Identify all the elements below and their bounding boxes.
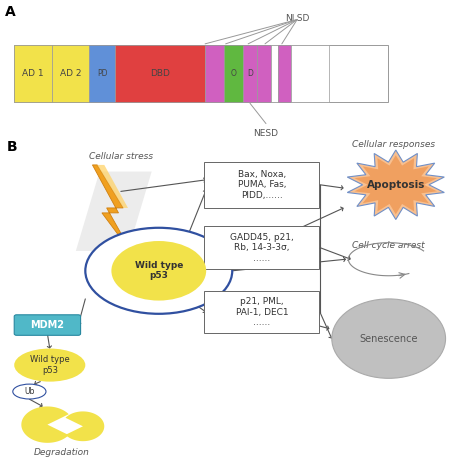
- Text: p21, PML,
PAI-1, DEC1
......: p21, PML, PAI-1, DEC1 ......: [236, 297, 288, 327]
- FancyBboxPatch shape: [204, 226, 319, 269]
- Ellipse shape: [85, 228, 232, 314]
- Text: Apoptosis: Apoptosis: [366, 180, 425, 190]
- Bar: [243, 45, 257, 102]
- Text: NLSD: NLSD: [285, 14, 310, 23]
- Ellipse shape: [111, 241, 206, 301]
- Text: DBD: DBD: [150, 69, 170, 78]
- FancyBboxPatch shape: [14, 315, 81, 336]
- Polygon shape: [21, 406, 69, 443]
- Polygon shape: [76, 171, 152, 251]
- Text: MDM2: MDM2: [30, 320, 64, 330]
- FancyBboxPatch shape: [204, 291, 319, 333]
- Text: NESD: NESD: [254, 130, 278, 138]
- Ellipse shape: [14, 349, 85, 382]
- Text: Bax, Noxa,
PUMA, Fas,
PIDD,......: Bax, Noxa, PUMA, Fas, PIDD,......: [237, 170, 286, 199]
- Polygon shape: [65, 411, 104, 441]
- Bar: [257, 45, 271, 102]
- Bar: [224, 45, 243, 102]
- Polygon shape: [92, 165, 133, 254]
- FancyBboxPatch shape: [204, 162, 319, 207]
- Text: Senescence: Senescence: [359, 334, 418, 343]
- Text: Ub: Ub: [24, 387, 35, 396]
- Text: B: B: [7, 140, 18, 154]
- Text: AD 2: AD 2: [60, 69, 81, 78]
- Circle shape: [332, 299, 446, 378]
- Polygon shape: [355, 155, 437, 214]
- Bar: [89, 45, 115, 102]
- Text: O: O: [230, 69, 236, 78]
- Text: Cell cycle arrest: Cell cycle arrest: [352, 241, 425, 251]
- Text: Cellular responses: Cellular responses: [352, 140, 435, 149]
- Text: Cellular stress: Cellular stress: [89, 152, 153, 161]
- Text: Wild type
p53: Wild type p53: [135, 261, 183, 281]
- Polygon shape: [97, 165, 128, 208]
- Text: AD 1: AD 1: [22, 69, 44, 78]
- Bar: [52, 45, 89, 102]
- Bar: [14, 45, 52, 102]
- Text: GADD45, p21,
Rb, 14-3-3σ,
......: GADD45, p21, Rb, 14-3-3σ, ......: [230, 233, 294, 262]
- Bar: [278, 45, 291, 102]
- Bar: [291, 45, 328, 102]
- Bar: [14, 45, 389, 102]
- Text: Degradation: Degradation: [34, 448, 90, 457]
- Bar: [271, 45, 278, 102]
- Text: D: D: [247, 69, 253, 78]
- Polygon shape: [347, 150, 444, 219]
- Bar: [115, 45, 205, 102]
- Text: A: A: [5, 5, 16, 19]
- Text: PD: PD: [97, 69, 108, 78]
- Ellipse shape: [13, 384, 46, 399]
- Text: Wild type
p53: Wild type p53: [30, 356, 70, 375]
- Bar: [205, 45, 224, 102]
- Polygon shape: [364, 162, 428, 207]
